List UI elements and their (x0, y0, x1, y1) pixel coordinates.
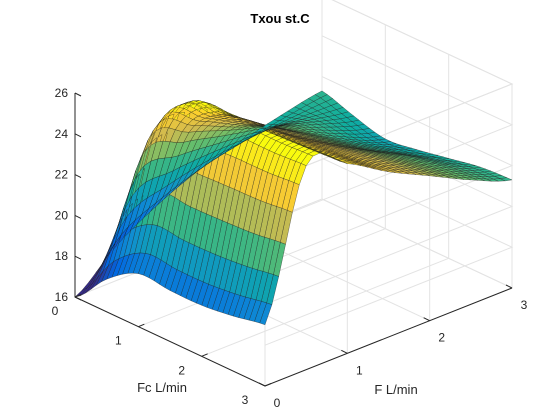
x-tick-label: 0 (52, 304, 59, 318)
y-tick-mark (423, 317, 430, 322)
z-tick-mark (74, 174, 82, 179)
axis-lines (74, 93, 513, 387)
chart-title: Txou st.C (250, 11, 310, 26)
z-tick-label: 26 (55, 86, 69, 100)
z-tick-mark (74, 214, 82, 219)
z-tick-label: 22 (55, 168, 69, 182)
surface-mesh (74, 90, 513, 326)
y-axis-label: F L/min (374, 382, 417, 397)
z-tick-mark (74, 92, 82, 97)
x-tick-mark (138, 323, 145, 328)
z-tick-mark (74, 255, 82, 260)
x-tick-label: 1 (115, 334, 122, 348)
z-tick-label: 18 (55, 249, 69, 263)
y-tick-label: 1 (356, 363, 363, 377)
surface-cell (74, 287, 88, 298)
x-tick-mark (264, 383, 272, 387)
z-tick-label: 16 (55, 290, 69, 304)
x-tick-label: 2 (178, 363, 185, 377)
y-tick-mark (505, 284, 513, 289)
z-tick-mark (74, 296, 82, 301)
y-tick-label: 2 (438, 331, 445, 345)
axis-ticks: 16 18 20 22 24 26 0 1 2 3 0 1 2 3 (52, 86, 528, 410)
y-tick-label: 3 (521, 298, 528, 312)
y-tick-label: 0 (274, 396, 281, 410)
z-tick-label: 24 (55, 127, 69, 141)
z-gridline (264, 198, 514, 387)
z-tick-mark (74, 133, 82, 138)
x-tick-mark (74, 294, 82, 298)
z-gridline (264, 157, 514, 346)
y-tick-mark (341, 349, 348, 354)
y-tick-mark (258, 382, 266, 387)
x-axis-label: Fc L/min (137, 380, 187, 395)
x-tick-mark (201, 353, 208, 357)
z-tick-label: 20 (55, 208, 69, 222)
x-tick-label: 3 (242, 393, 249, 407)
